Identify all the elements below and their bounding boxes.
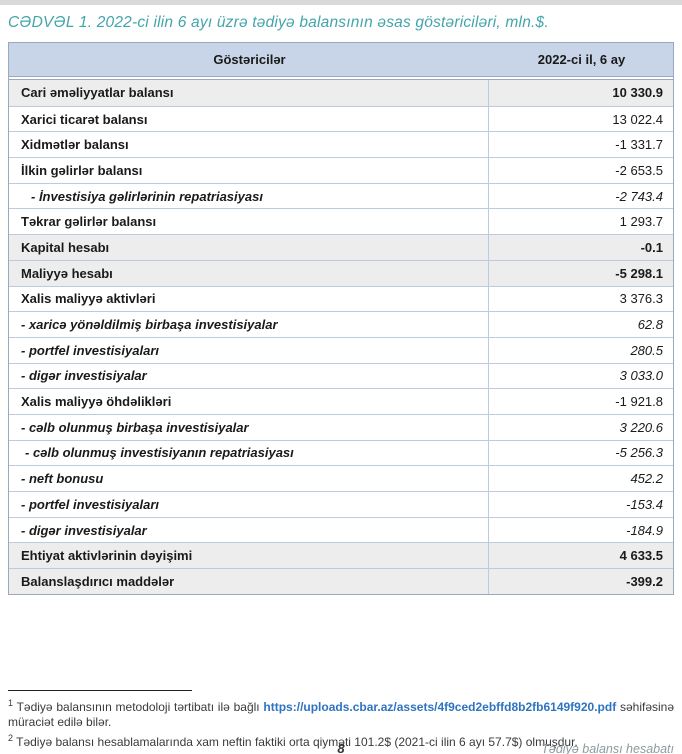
table-row: Cari əməliyyatlar balansı 10 330.9 — [9, 80, 673, 106]
table-row: İlkin gəlirlər balansı -2 653.5 — [9, 157, 673, 183]
row-value: 280.5 — [630, 342, 663, 358]
row-label: - cəlb olunmuş investisiyanın repatriasi… — [9, 440, 490, 466]
footer-report-title: Tədiyə balansı hesabatı — [541, 742, 674, 754]
table-row: Xalis maliyyə aktivləri 3 376.3 — [9, 285, 673, 312]
table-row: Ehtiyat aktivlərinin dəyişimi 4 633.5 — [9, 542, 673, 569]
row-label: Kapital hesabı — [9, 235, 490, 260]
page-top-strip — [0, 0, 682, 5]
row-value: -1 331.7 — [615, 137, 663, 153]
row-label: Xalis maliyyə öhdəlikləri — [9, 389, 490, 414]
row-value: -5 298.1 — [615, 265, 663, 281]
row-value: -5 256.3 — [615, 445, 663, 461]
row-label: Xarici ticarət balansı — [9, 106, 490, 132]
row-value: 62.8 — [637, 317, 663, 333]
row-label: Cari əməliyyatlar balansı — [9, 80, 490, 106]
row-label: Xalis maliyyə aktivləri — [9, 286, 490, 312]
header-indicators: Göstəricilər — [213, 52, 286, 67]
row-label: - cəlb olunmuş birbaşa investisiyalar — [9, 414, 490, 440]
row-value: 13 022.4 — [612, 111, 663, 127]
footnote-2: 2 Tədiyə balansı hesablamalarında xam ne… — [8, 731, 674, 750]
table-row: - digər investisiyalar -184.9 — [9, 516, 673, 543]
footnotes-block: 1 Tədiyə balansının metodoloji tərtibatı… — [8, 690, 674, 750]
row-value: -399.2 — [626, 573, 663, 589]
table-row: - İnvestisiya gəlirlərinin repatriasiyas… — [9, 182, 673, 209]
row-label: - İnvestisiya gəlirlərinin repatriasiyas… — [9, 183, 490, 209]
table-row: - neft bonusu 452.2 — [9, 465, 673, 491]
table-row: Xidmətlər balansı -1 331.7 — [9, 131, 673, 158]
page-footer: 8 Tədiyə balansı hesabatı — [0, 741, 682, 754]
table-row: Kapital hesabı -0.1 — [9, 234, 673, 260]
row-label: - xaricə yönəldilmiş birbaşa investisiya… — [9, 312, 490, 337]
table-row: Təkrar gəlirlər balansı 1 293.7 — [9, 208, 673, 235]
row-label: - portfel investisiyaları — [9, 337, 490, 363]
table-row: - xaricə yönəldilmiş birbaşa investisiya… — [9, 311, 673, 337]
footnote-1: 1 Tədiyə balansının metodoloji tərtibatı… — [8, 696, 674, 730]
row-label: - digər investisiyalar — [9, 363, 490, 389]
page-number: 8 — [337, 741, 345, 754]
table-title: CƏDVƏL 1. 2022-ci ilin 6 ayı üzrə tədiyə… — [8, 14, 549, 31]
document-page: CƏDVƏL 1. 2022-ci ilin 6 ayı üzrə tədiyə… — [0, 14, 682, 754]
row-value: -2 653.5 — [615, 162, 663, 178]
table-header-row: Göstəricilər 2022-ci il, 6 ay — [9, 43, 673, 77]
row-label: Təkrar gəlirlər balansı — [9, 209, 490, 235]
row-value: 3 033.0 — [619, 368, 663, 384]
row-label: - portfel investisiyaları — [9, 492, 490, 517]
row-label: Xidmətlər balansı — [9, 132, 490, 158]
row-value: 4 633.5 — [619, 548, 663, 564]
table-row: - digər investisiyalar 3 033.0 — [9, 362, 673, 389]
table-row: - portfel investisiyaları 280.5 — [9, 336, 673, 363]
table-row: Xalis maliyyə öhdəlikləri -1 921.8 — [9, 388, 673, 414]
table-row: Maliyyə hesabı -5 298.1 — [9, 259, 673, 286]
row-label: Maliyyə hesabı — [9, 260, 490, 286]
header-gap — [9, 77, 673, 79]
row-value: -184.9 — [626, 522, 663, 538]
row-value: 3 376.3 — [619, 291, 663, 307]
footnote-1-text-after: səhifəsinə müraciət edilə bilər. — [8, 700, 675, 729]
row-value: 452.2 — [630, 471, 663, 487]
table-row: - portfel investisiyaları -153.4 — [9, 491, 673, 517]
footnote-2-marker: 2 — [8, 733, 14, 743]
row-value: 10 330.9 — [612, 85, 663, 101]
row-label: - neft bonusu — [9, 466, 490, 491]
footnote-1-marker: 1 — [8, 698, 14, 708]
footnote-1-text-before: Tədiyə balansının metodoloji tərtibatı i… — [13, 700, 264, 714]
header-period: 2022-ci il, 6 ay — [537, 52, 626, 67]
row-label: Balanslaşdırıcı maddələr — [9, 569, 490, 594]
table-row: Xarici ticarət balansı 13 022.4 — [9, 105, 673, 132]
table-row: - cəlb olunmuş birbaşa investisiyalar 3 2… — [9, 413, 673, 440]
row-label: - digər investisiyalar — [9, 517, 490, 543]
footnote-2-text: Tədiyə balansı hesablamalarında xam neft… — [13, 735, 578, 749]
row-value: 3 220.6 — [619, 419, 663, 435]
row-label: İlkin gəlirlər balansı — [9, 158, 490, 183]
row-value: -1 921.8 — [615, 394, 663, 410]
table-row: - cəlb olunmuş investisiyanın repatriasi… — [9, 439, 673, 466]
row-value: -0.1 — [640, 239, 663, 255]
balance-of-payments-table: Göstəricilər 2022-ci il, 6 ay Cari əməli… — [8, 42, 674, 595]
row-label: Ehtiyat aktivlərinin dəyişimi — [9, 543, 490, 569]
row-value: -2 743.4 — [615, 188, 663, 204]
table-row: Balanslaşdırıcı maddələr -399.2 — [9, 568, 673, 594]
methodology-link[interactable]: https://uploads.cbar.az/assets/4f9ced2eb… — [263, 700, 617, 714]
row-value: 1 293.7 — [619, 214, 663, 230]
table-body: Cari əməliyyatlar balansı 10 330.9 Xarici … — [9, 79, 673, 594]
footnote-separator — [8, 690, 192, 691]
row-value: -153.4 — [626, 496, 663, 512]
